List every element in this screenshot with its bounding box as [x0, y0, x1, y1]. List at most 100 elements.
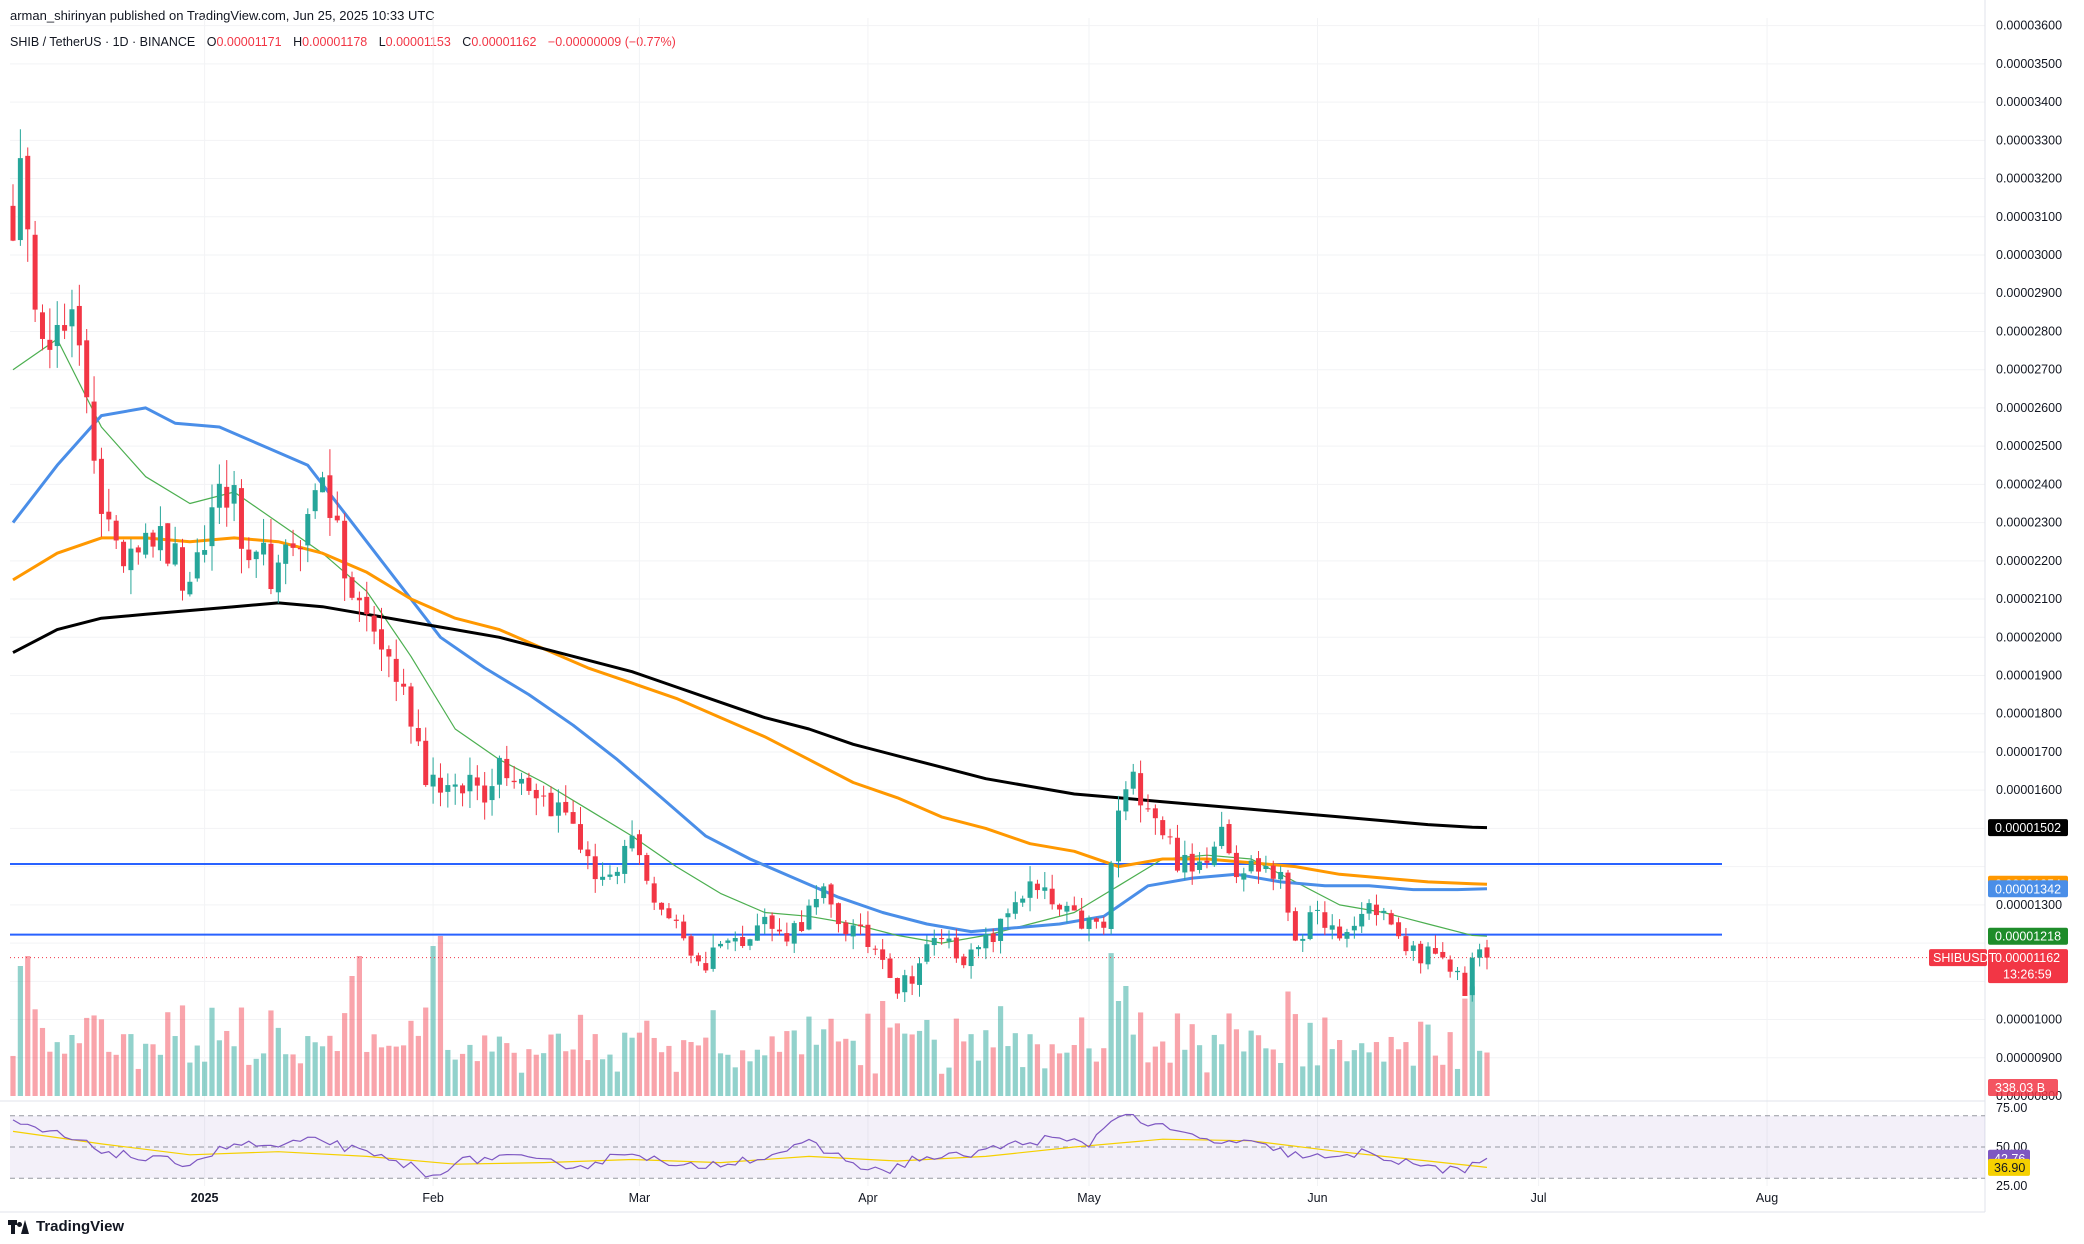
- candle-body: [769, 915, 775, 929]
- volume-bar: [614, 1071, 620, 1096]
- volume-bar: [1020, 1067, 1026, 1096]
- volume-bar: [1064, 1052, 1070, 1096]
- candle: [1418, 940, 1424, 974]
- candle-body: [894, 978, 900, 994]
- candle-body: [1285, 872, 1291, 913]
- candle-body: [1440, 951, 1446, 958]
- candle: [1477, 943, 1483, 967]
- candle-body: [607, 874, 613, 877]
- candle-body: [275, 562, 281, 593]
- candle-body: [69, 309, 75, 327]
- volume-bar: [334, 1051, 340, 1096]
- volume-tag: 338.03 B: [1988, 1079, 2058, 1096]
- candle-body: [261, 542, 267, 555]
- candle: [1211, 841, 1217, 867]
- volume-bar: [1152, 1046, 1158, 1096]
- candle: [533, 783, 539, 816]
- candle-body: [1020, 898, 1026, 903]
- candle: [1197, 852, 1203, 874]
- candle-body: [968, 949, 974, 967]
- low-value: 0.00001153: [385, 35, 451, 49]
- candle-body: [872, 948, 878, 950]
- price-axis-label: 0.00002200: [1996, 554, 2062, 568]
- candle: [718, 941, 724, 949]
- volume-bar: [1425, 1024, 1431, 1096]
- volume-bar: [821, 1029, 827, 1096]
- candle-body: [1344, 932, 1350, 939]
- candle-body: [84, 340, 90, 398]
- candle: [968, 943, 974, 979]
- candle-body: [349, 577, 355, 598]
- candle-body: [62, 325, 68, 331]
- candle: [1182, 840, 1188, 880]
- candle: [1329, 914, 1335, 940]
- volume-bar: [1462, 998, 1468, 1096]
- candle: [813, 885, 819, 915]
- volume-bar: [371, 1034, 377, 1096]
- candle: [1064, 901, 1070, 923]
- candle: [806, 899, 812, 931]
- candle-body: [526, 777, 532, 791]
- price-axis-label: 0.00001600: [1996, 783, 2062, 797]
- volume-bar: [1270, 1049, 1276, 1096]
- close-label: C: [462, 35, 472, 49]
- candle-body: [1373, 904, 1379, 916]
- volume-bar: [813, 1044, 819, 1096]
- volume-bar: [98, 1019, 105, 1096]
- candle-body: [320, 477, 326, 493]
- candle: [961, 953, 967, 969]
- candle-body: [1197, 861, 1203, 870]
- price-axis-label: 0.00000900: [1996, 1051, 2062, 1065]
- candle-body: [32, 234, 38, 310]
- candle: [784, 922, 790, 947]
- volume-bar: [157, 1054, 163, 1096]
- volume-bar: [894, 1023, 900, 1096]
- volume-bar: [25, 956, 31, 1096]
- candle-body: [629, 835, 635, 849]
- candle-body: [666, 908, 672, 919]
- candle: [1138, 760, 1144, 823]
- volume-bar: [902, 1033, 908, 1096]
- candle: [629, 820, 635, 852]
- candle: [673, 914, 679, 929]
- candle-body: [990, 933, 996, 942]
- candle: [622, 839, 628, 884]
- candle: [636, 829, 642, 865]
- price-axis-label: 0.00002900: [1996, 286, 2062, 300]
- candle-body: [600, 876, 606, 880]
- volume-bar: [1167, 1062, 1173, 1096]
- candle-body: [209, 507, 215, 547]
- candle: [732, 931, 738, 952]
- candle: [401, 668, 407, 695]
- candle: [1388, 909, 1394, 926]
- volume-bar: [1241, 1051, 1247, 1096]
- candle: [1160, 816, 1166, 840]
- candle-body: [452, 784, 458, 787]
- candle: [585, 841, 591, 870]
- candle: [1366, 899, 1372, 920]
- tradingview-logo[interactable]: TradingView: [8, 1218, 124, 1235]
- volume-bar: [585, 1060, 591, 1096]
- volume-bar: [312, 1042, 318, 1096]
- time-axis-label: 2025: [191, 1191, 219, 1205]
- candle-body: [157, 526, 163, 551]
- ma-200-line: [12, 601, 1488, 830]
- volume-bar: [135, 1068, 141, 1096]
- rsi-line: [12, 1113, 1488, 1178]
- volume-bar: [747, 1061, 753, 1096]
- candle: [1042, 872, 1048, 900]
- candle: [1012, 891, 1018, 920]
- candle: [614, 867, 620, 885]
- volume-bar: [415, 1035, 421, 1096]
- candle-body: [1381, 910, 1387, 914]
- volume-bar: [69, 1034, 75, 1096]
- volume-bar: [592, 1034, 598, 1096]
- volume-bar: [636, 1032, 643, 1096]
- candle: [39, 304, 45, 351]
- volume-bar: [1322, 1017, 1328, 1096]
- symbol-name[interactable]: SHIB / TetherUS · 1D · BINANCE: [10, 35, 196, 49]
- candle-body: [1204, 860, 1210, 863]
- volume-bar: [1182, 1049, 1188, 1096]
- volume-bar: [983, 1030, 989, 1096]
